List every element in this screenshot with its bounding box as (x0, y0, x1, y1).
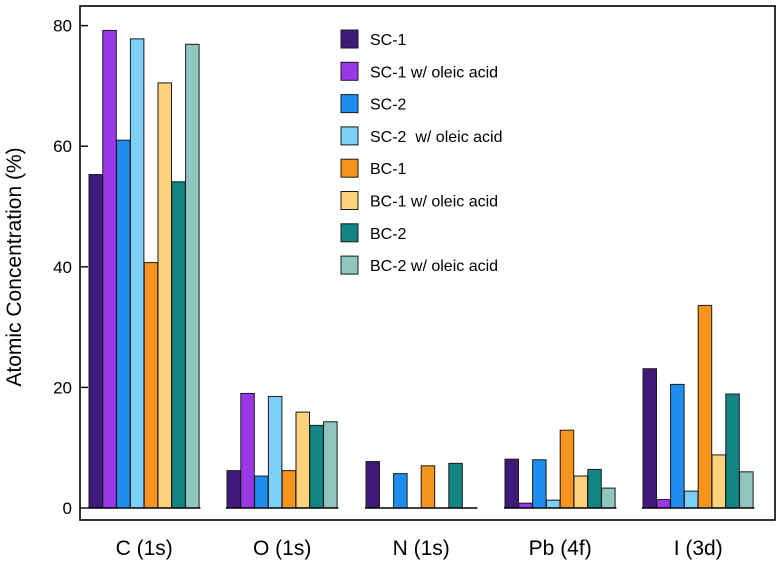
x-category-label: O (1s) (253, 537, 311, 560)
bar (656, 499, 671, 509)
y-tick-label: 0 (63, 499, 72, 518)
bar (518, 502, 533, 509)
x-category-label: N (1s) (393, 537, 450, 560)
bar (116, 139, 131, 509)
bar (697, 304, 713, 509)
bar (143, 262, 159, 509)
bar (157, 82, 172, 509)
bar (309, 424, 324, 509)
legend-label: BC-1 (370, 161, 407, 178)
bar (420, 465, 436, 509)
legend-label: SC-2 (370, 97, 407, 114)
x-axis: C (1s) O (1s) N (1s) Pb (4f) I (3d) (88, 507, 755, 560)
y-tick-label: 80 (53, 17, 72, 36)
legend-swatch (340, 223, 359, 243)
legend-swatch (340, 61, 359, 81)
y-tick-label: 40 (53, 258, 72, 277)
legend-swatch (340, 255, 359, 275)
bar (226, 470, 241, 509)
legend-label: BC-2 (370, 226, 407, 243)
bar (725, 393, 740, 509)
bar (711, 454, 726, 509)
bar (185, 43, 200, 509)
bar (88, 174, 103, 509)
legend-label: BC-1 w/ oleic acid (370, 194, 498, 211)
bar (281, 470, 297, 509)
legend-label: SC-1 (370, 32, 407, 49)
bar (129, 38, 145, 509)
bar (254, 475, 269, 509)
bar (267, 395, 283, 509)
legend-label: SC-2 w/ oleic acid (370, 129, 503, 146)
bar (393, 473, 408, 509)
bar (532, 459, 547, 509)
bar (739, 471, 754, 509)
bar (573, 475, 588, 509)
bar (545, 499, 561, 509)
bar (171, 181, 186, 509)
legend-label: SC-1 w/ oleic acid (370, 64, 498, 81)
legend-label: BC-2 w/ oleic acid (370, 258, 498, 275)
x-category-label: C (1s) (116, 537, 173, 560)
bar (365, 461, 380, 509)
bar (683, 490, 699, 509)
legend-swatch (340, 191, 359, 210)
legend: SC-1 SC-1 w/ oleic acid SC-2 SC-2 w/ oleic … (340, 29, 503, 275)
bar (323, 421, 338, 509)
bar (240, 392, 255, 509)
legend-swatch (340, 158, 359, 178)
bar (448, 462, 463, 509)
bar (642, 368, 657, 509)
bar (295, 411, 310, 509)
bar (587, 468, 602, 509)
legend-swatch (340, 126, 359, 146)
legend-swatch (340, 94, 359, 114)
bars-group (88, 29, 754, 509)
plot-frame (79, 5, 776, 521)
bar (102, 29, 117, 509)
y-axis-label: Atomic Concentration (%) (3, 147, 26, 386)
y-tick-label: 60 (53, 137, 72, 156)
bar (670, 383, 685, 509)
x-category-label: Pb (4f) (529, 537, 592, 560)
bar (504, 458, 519, 509)
bar (601, 487, 616, 509)
y-tick-label: 20 (53, 378, 72, 397)
bar (559, 429, 575, 509)
legend-swatch (340, 29, 359, 49)
x-category-label: I (3d) (674, 537, 723, 560)
y-axis: 0 20 40 60 80 (53, 17, 88, 518)
